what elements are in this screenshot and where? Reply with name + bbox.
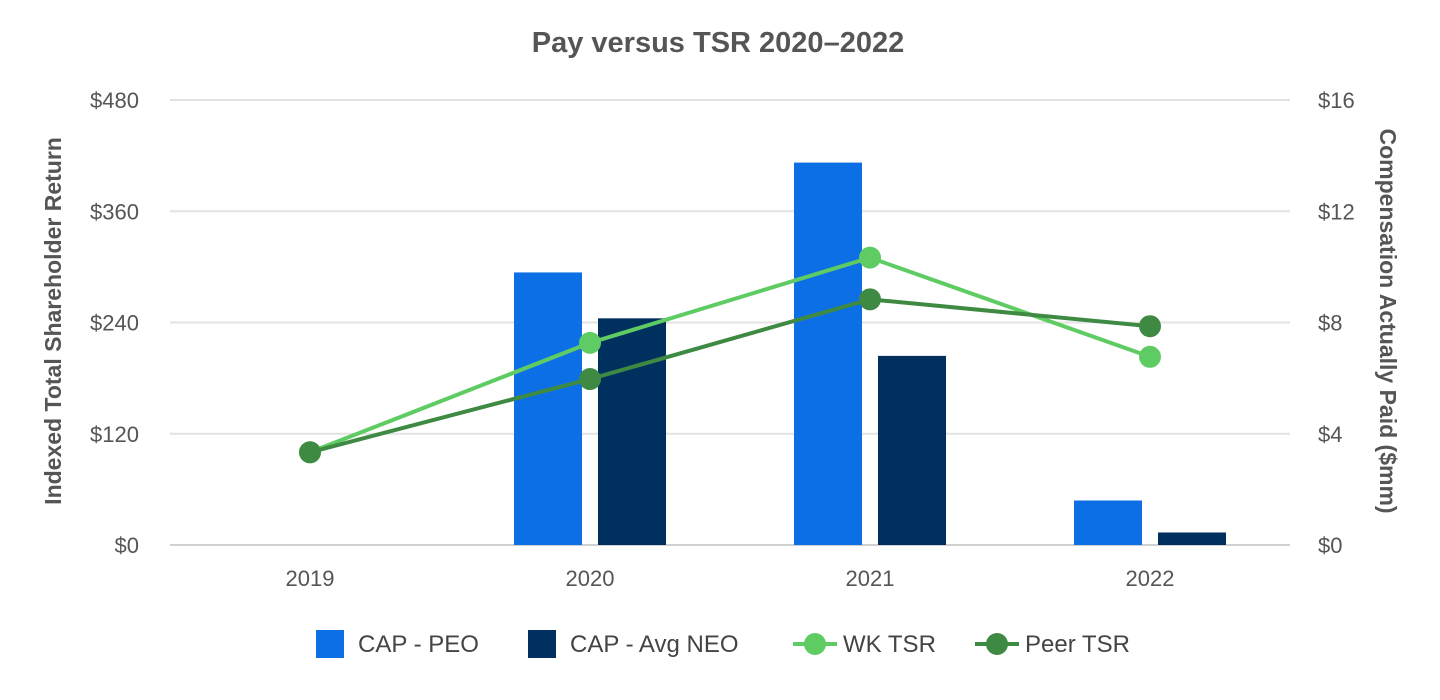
right-tick-label: $12	[1318, 199, 1355, 224]
legend-marker-wk-tsr	[804, 633, 826, 655]
point-peer-tsr-2020	[579, 368, 601, 391]
point-peer-tsr-2019	[299, 441, 321, 464]
right-tick-label: $16	[1318, 88, 1355, 113]
point-wk-tsr-2020	[579, 331, 601, 354]
legend-label-cap-avg-neo: CAP - Avg NEO	[570, 631, 739, 658]
bar-cap-avg-neo-2022	[1158, 532, 1226, 545]
x-tick-label: 2020	[566, 566, 615, 591]
right-tick-label: $4	[1318, 422, 1342, 447]
right-axis-title: Compensation Actually Paid ($mm)	[1375, 128, 1401, 513]
lines	[299, 246, 1161, 464]
bar-cap-peo-2020	[514, 272, 582, 545]
left-tick-label: $360	[90, 199, 139, 224]
line-wk-tsr	[309, 255, 1151, 455]
chart-title: Pay versus TSR 2020–2022	[532, 27, 904, 59]
point-wk-tsr-2022	[1139, 345, 1161, 368]
left-tick-label: $480	[90, 88, 139, 113]
bars	[514, 162, 1226, 545]
bar-cap-peo-2022	[1074, 500, 1142, 545]
x-tick-label: 2021	[846, 566, 895, 591]
right-tick-label: $8	[1318, 311, 1342, 336]
x-tick-label: 2019	[286, 566, 335, 591]
legend-swatch-cap-peo	[316, 630, 344, 658]
point-wk-tsr-2021	[859, 246, 881, 269]
line-peer-tsr	[309, 297, 1151, 455]
bar-cap-avg-neo-2020	[598, 318, 666, 545]
point-peer-tsr-2021	[859, 288, 881, 311]
legend-label-peer-tsr: Peer TSR	[1025, 631, 1130, 658]
legend: CAP - PEO CAP - Avg NEO WK TSR Peer TSR	[316, 630, 1130, 658]
left-axis-title: Indexed Total Shareholder Return	[40, 137, 66, 505]
legend-label-cap-peo: CAP - PEO	[358, 631, 479, 658]
right-tick-label: $0	[1318, 533, 1342, 558]
bar-cap-peo-2021	[794, 162, 862, 545]
left-tick-label: $240	[90, 311, 139, 336]
left-tick-label: $120	[90, 422, 139, 447]
bar-cap-avg-neo-2021	[878, 355, 946, 545]
legend-marker-peer-tsr	[986, 633, 1008, 655]
point-peer-tsr-2022	[1139, 315, 1161, 338]
x-tick-label: 2022	[1126, 566, 1175, 591]
legend-swatch-cap-avg-neo	[528, 630, 556, 658]
axes: $0 $120 $240 $360 $480 $0 $4 $8 $12 $16 2019 2020 20…	[90, 88, 1355, 591]
left-tick-label: $0	[115, 533, 139, 558]
legend-label-wk-tsr: WK TSR	[843, 631, 936, 658]
